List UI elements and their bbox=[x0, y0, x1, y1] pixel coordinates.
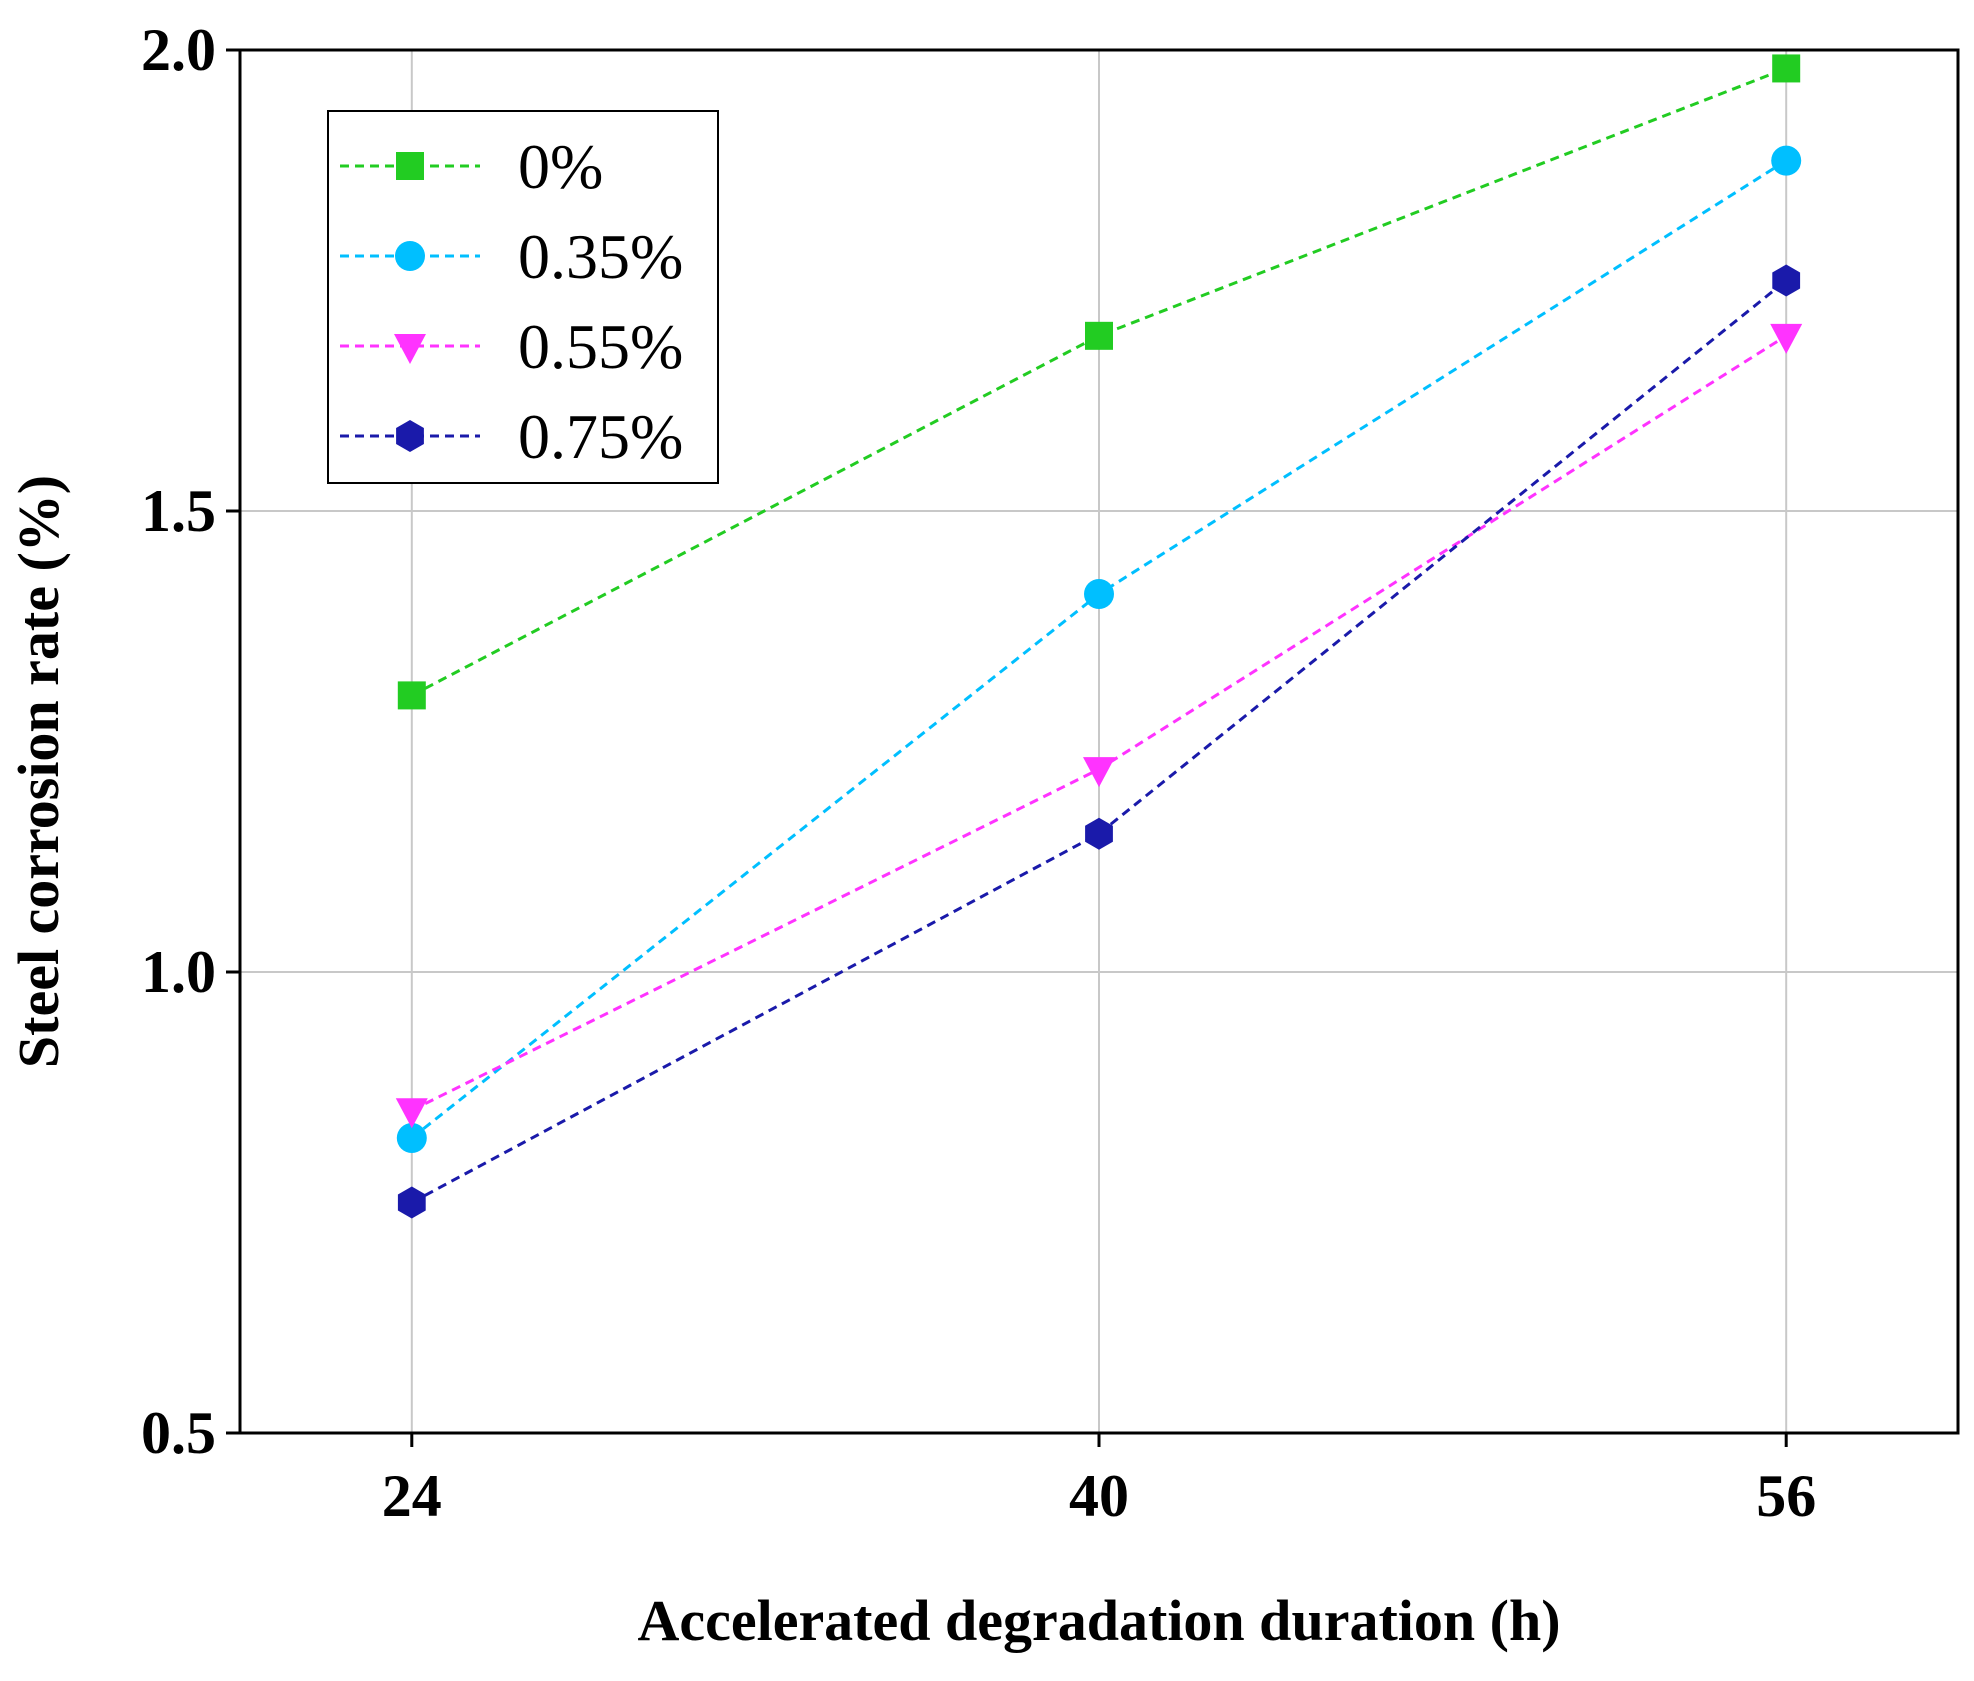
data-point bbox=[396, 1122, 427, 1153]
legend-label: 0.75% bbox=[518, 401, 683, 472]
series-line bbox=[411, 279, 1788, 1204]
legend-label: 0.35% bbox=[518, 221, 683, 292]
legend-entry: 0% bbox=[340, 131, 603, 202]
x-tick-label: 40 bbox=[1069, 1463, 1129, 1529]
data-point bbox=[1770, 323, 1803, 354]
legend-marker bbox=[396, 420, 424, 452]
data-point bbox=[1083, 757, 1115, 788]
axis-ticks: 0.5 1.0 1.5 2.0 24 40 56 bbox=[141, 17, 1816, 1529]
y-tick-label: 1.0 bbox=[141, 939, 216, 1005]
data-point bbox=[1772, 264, 1801, 297]
series-0pct bbox=[397, 54, 1801, 710]
legend-marker bbox=[395, 241, 425, 271]
legend-entry: 0.35% bbox=[340, 221, 683, 292]
y-tick-label: 0.5 bbox=[141, 1400, 216, 1466]
x-tick-label: 24 bbox=[382, 1463, 442, 1529]
y-tick-label: 2.0 bbox=[141, 17, 216, 83]
y-axis-title: Steel corrosion rate (%) bbox=[6, 475, 71, 1068]
legend: 0% 0.35% 0.55% 0.75% bbox=[327, 110, 719, 484]
series-layer bbox=[395, 54, 1803, 1219]
x-axis-title: Accelerated degradation duration (h) bbox=[637, 1588, 1560, 1653]
x-tick-label: 56 bbox=[1756, 1463, 1816, 1529]
legend-label: 0% bbox=[518, 131, 603, 202]
legend-entry: 0.55% bbox=[340, 311, 683, 382]
data-point bbox=[1772, 54, 1801, 83]
data-point bbox=[395, 1098, 428, 1129]
series-line bbox=[411, 67, 1787, 697]
legend-entry: 0.75% bbox=[340, 401, 683, 472]
legend-box bbox=[327, 110, 719, 484]
series-0_55pct bbox=[395, 323, 1803, 1129]
legend-marker bbox=[396, 152, 424, 180]
data-point bbox=[1085, 817, 1113, 850]
data-point bbox=[1084, 578, 1114, 609]
legend-marker bbox=[394, 334, 426, 364]
data-point bbox=[1085, 321, 1113, 350]
y-tick-label: 1.5 bbox=[141, 478, 216, 544]
series-0_75pct bbox=[397, 264, 1801, 1219]
legend-label: 0.55% bbox=[518, 311, 683, 382]
data-point bbox=[1771, 145, 1802, 176]
data-point bbox=[397, 681, 426, 710]
data-point bbox=[397, 1186, 426, 1219]
series-0_35pct bbox=[396, 145, 1802, 1153]
